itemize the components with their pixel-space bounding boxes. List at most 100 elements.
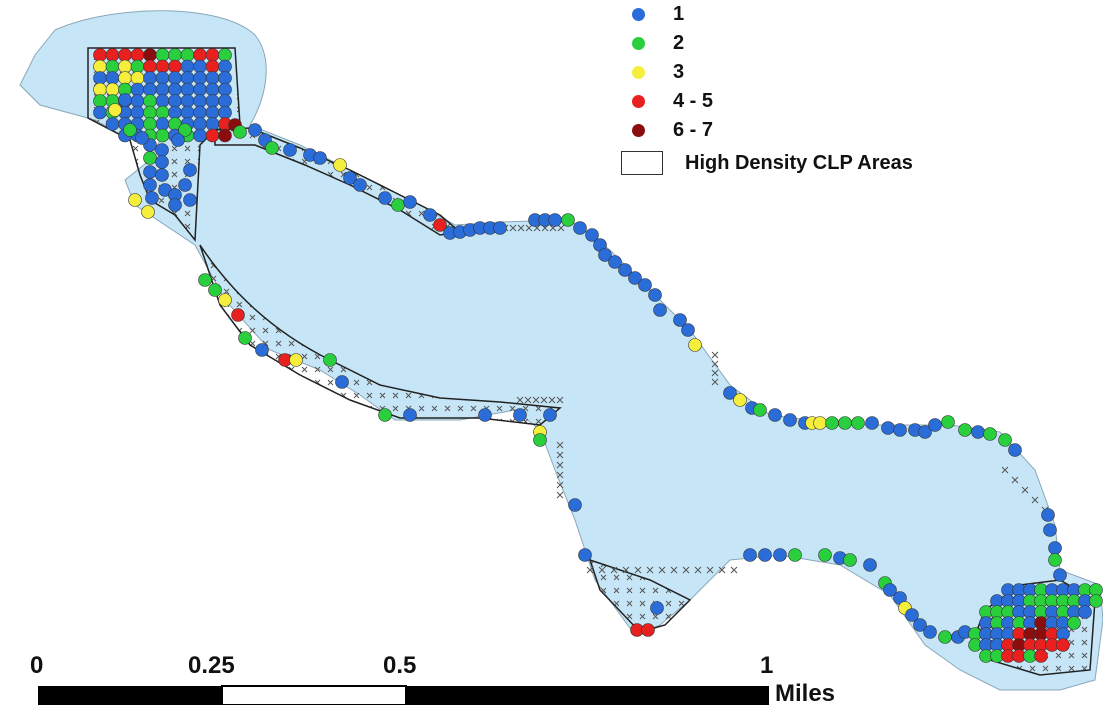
scale-tick-025: 0.25 — [188, 652, 235, 679]
sample-point — [218, 128, 232, 143]
sample-point — [313, 151, 327, 165]
x-marker — [516, 396, 524, 404]
legend-dot-icon — [632, 8, 645, 21]
x-marker — [730, 566, 738, 574]
sample-point — [183, 193, 197, 207]
sample-point — [180, 82, 195, 97]
sample-point — [548, 213, 562, 227]
sample-point — [218, 94, 232, 108]
legend-dot-icon — [632, 95, 645, 108]
x-marker — [598, 566, 606, 574]
scale-bar-segment-3 — [406, 686, 769, 705]
sample-point — [493, 221, 507, 235]
sample-point — [155, 71, 170, 85]
sample-point — [1048, 541, 1062, 555]
sample-point — [218, 59, 232, 74]
sample-point — [673, 313, 687, 327]
x-marker — [524, 396, 532, 404]
sample-point — [543, 408, 557, 422]
legend-label: 6 - 7 — [673, 119, 714, 141]
sample-point — [143, 94, 157, 108]
x-marker — [694, 566, 702, 574]
sample-point — [143, 151, 157, 165]
sample-point — [918, 425, 932, 439]
x-marker — [658, 566, 666, 574]
sample-point — [143, 48, 157, 62]
x-marker — [540, 396, 548, 404]
sample-point — [180, 94, 195, 108]
sample-point — [758, 548, 772, 562]
sample-point — [193, 94, 207, 108]
legend-label: 3 — [673, 61, 685, 83]
legend-item-area: High Density CLP Areas — [620, 145, 913, 181]
sample-point — [143, 82, 157, 97]
sample-point — [205, 128, 220, 143]
sample-point — [168, 82, 182, 97]
sample-point — [118, 48, 132, 62]
sample-point — [231, 308, 245, 322]
sample-point — [323, 353, 337, 367]
sample-point — [198, 273, 212, 287]
legend-dot-icon — [632, 66, 645, 79]
sample-point — [1089, 594, 1103, 608]
x-marker — [718, 566, 726, 574]
sample-point — [155, 168, 169, 182]
sample-point — [865, 416, 879, 430]
scale-tick-0: 0 — [30, 652, 44, 679]
sample-point — [105, 71, 120, 85]
x-marker — [711, 351, 719, 359]
sample-point — [105, 117, 120, 131]
sample-point — [168, 71, 182, 85]
x-marker — [1011, 476, 1019, 484]
sample-point — [118, 59, 132, 74]
x-marker — [622, 566, 630, 574]
sample-point — [753, 403, 767, 417]
sample-point — [391, 198, 405, 212]
sample-point — [958, 423, 972, 437]
sample-point — [923, 625, 937, 639]
sample-point — [218, 48, 232, 62]
x-marker — [556, 461, 564, 469]
sample-point — [130, 59, 145, 74]
x-marker — [646, 566, 654, 574]
sample-point — [193, 59, 207, 74]
x-marker — [586, 566, 594, 574]
sample-point — [180, 48, 195, 62]
x-marker — [556, 491, 564, 499]
sample-point — [818, 548, 832, 562]
sample-point — [143, 59, 157, 74]
sample-point — [193, 117, 207, 131]
sample-point — [130, 82, 145, 97]
sample-point — [145, 191, 159, 205]
sample-point — [289, 353, 303, 367]
sample-point — [118, 71, 132, 85]
legend: 1 2 3 4 - 5 6 - 7 High Density CLP Areas — [620, 0, 913, 181]
sample-point — [893, 423, 907, 437]
sample-point — [143, 71, 157, 85]
sample-point — [1043, 523, 1057, 537]
sample-point — [681, 323, 695, 337]
sample-point — [1078, 605, 1092, 619]
sample-point — [135, 131, 149, 145]
sample-point — [255, 343, 269, 357]
sample-point — [433, 218, 447, 232]
sample-point — [105, 82, 120, 97]
x-marker — [1031, 496, 1039, 504]
sample-point — [1008, 443, 1022, 457]
sample-point — [143, 105, 157, 120]
sample-point — [168, 105, 182, 120]
sample-point — [638, 278, 652, 292]
legend-dot-icon — [632, 124, 645, 137]
sample-point — [108, 103, 122, 117]
sample-point — [648, 288, 662, 302]
sample-point — [93, 48, 107, 62]
sample-point — [123, 123, 137, 137]
sample-point — [171, 133, 185, 147]
legend-label: 4 - 5 — [673, 90, 714, 112]
sample-point — [608, 255, 622, 269]
sample-point — [205, 48, 220, 62]
sample-point — [205, 71, 220, 85]
sample-point — [118, 93, 132, 107]
sample-point — [423, 208, 437, 222]
